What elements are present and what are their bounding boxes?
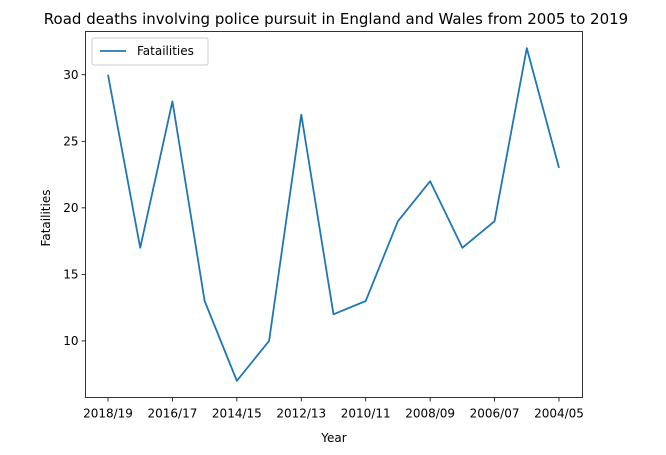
x-tick-label: 2004/05 — [534, 407, 584, 421]
y-axis-label: Fatailities — [39, 190, 53, 247]
y-axis: 10 15 20 25 30 — [63, 68, 86, 348]
x-axis-label: Year — [320, 431, 346, 445]
plot-area — [85, 31, 583, 398]
y-tick-label: 10 — [63, 334, 78, 348]
y-tick-label: 20 — [63, 201, 78, 215]
x-tick-label: 2018/19 — [83, 407, 133, 421]
x-axis: 2018/19 2016/17 2014/15 2012/13 2010/11 2008/… — [83, 397, 584, 421]
x-tick-label: 2008/09 — [405, 407, 455, 421]
y-tick-label: 15 — [63, 267, 78, 281]
y-tick-label: 25 — [63, 134, 78, 148]
legend: Fatailities — [91, 37, 209, 66]
series-line — [107, 47, 560, 382]
legend-box — [91, 37, 209, 66]
x-tick-label: 2006/07 — [470, 407, 520, 421]
x-tick-label: 2012/13 — [276, 407, 326, 421]
legend-label: Fatailities — [137, 44, 194, 58]
y-tick-label: 30 — [63, 68, 78, 82]
series-layer — [107, 47, 560, 382]
x-tick-label: 2014/15 — [212, 407, 262, 421]
x-tick-label: 2010/11 — [341, 407, 391, 421]
x-tick-label: 2016/17 — [147, 407, 197, 421]
chart-title: Road deaths involving police pursuit in … — [44, 10, 628, 28]
